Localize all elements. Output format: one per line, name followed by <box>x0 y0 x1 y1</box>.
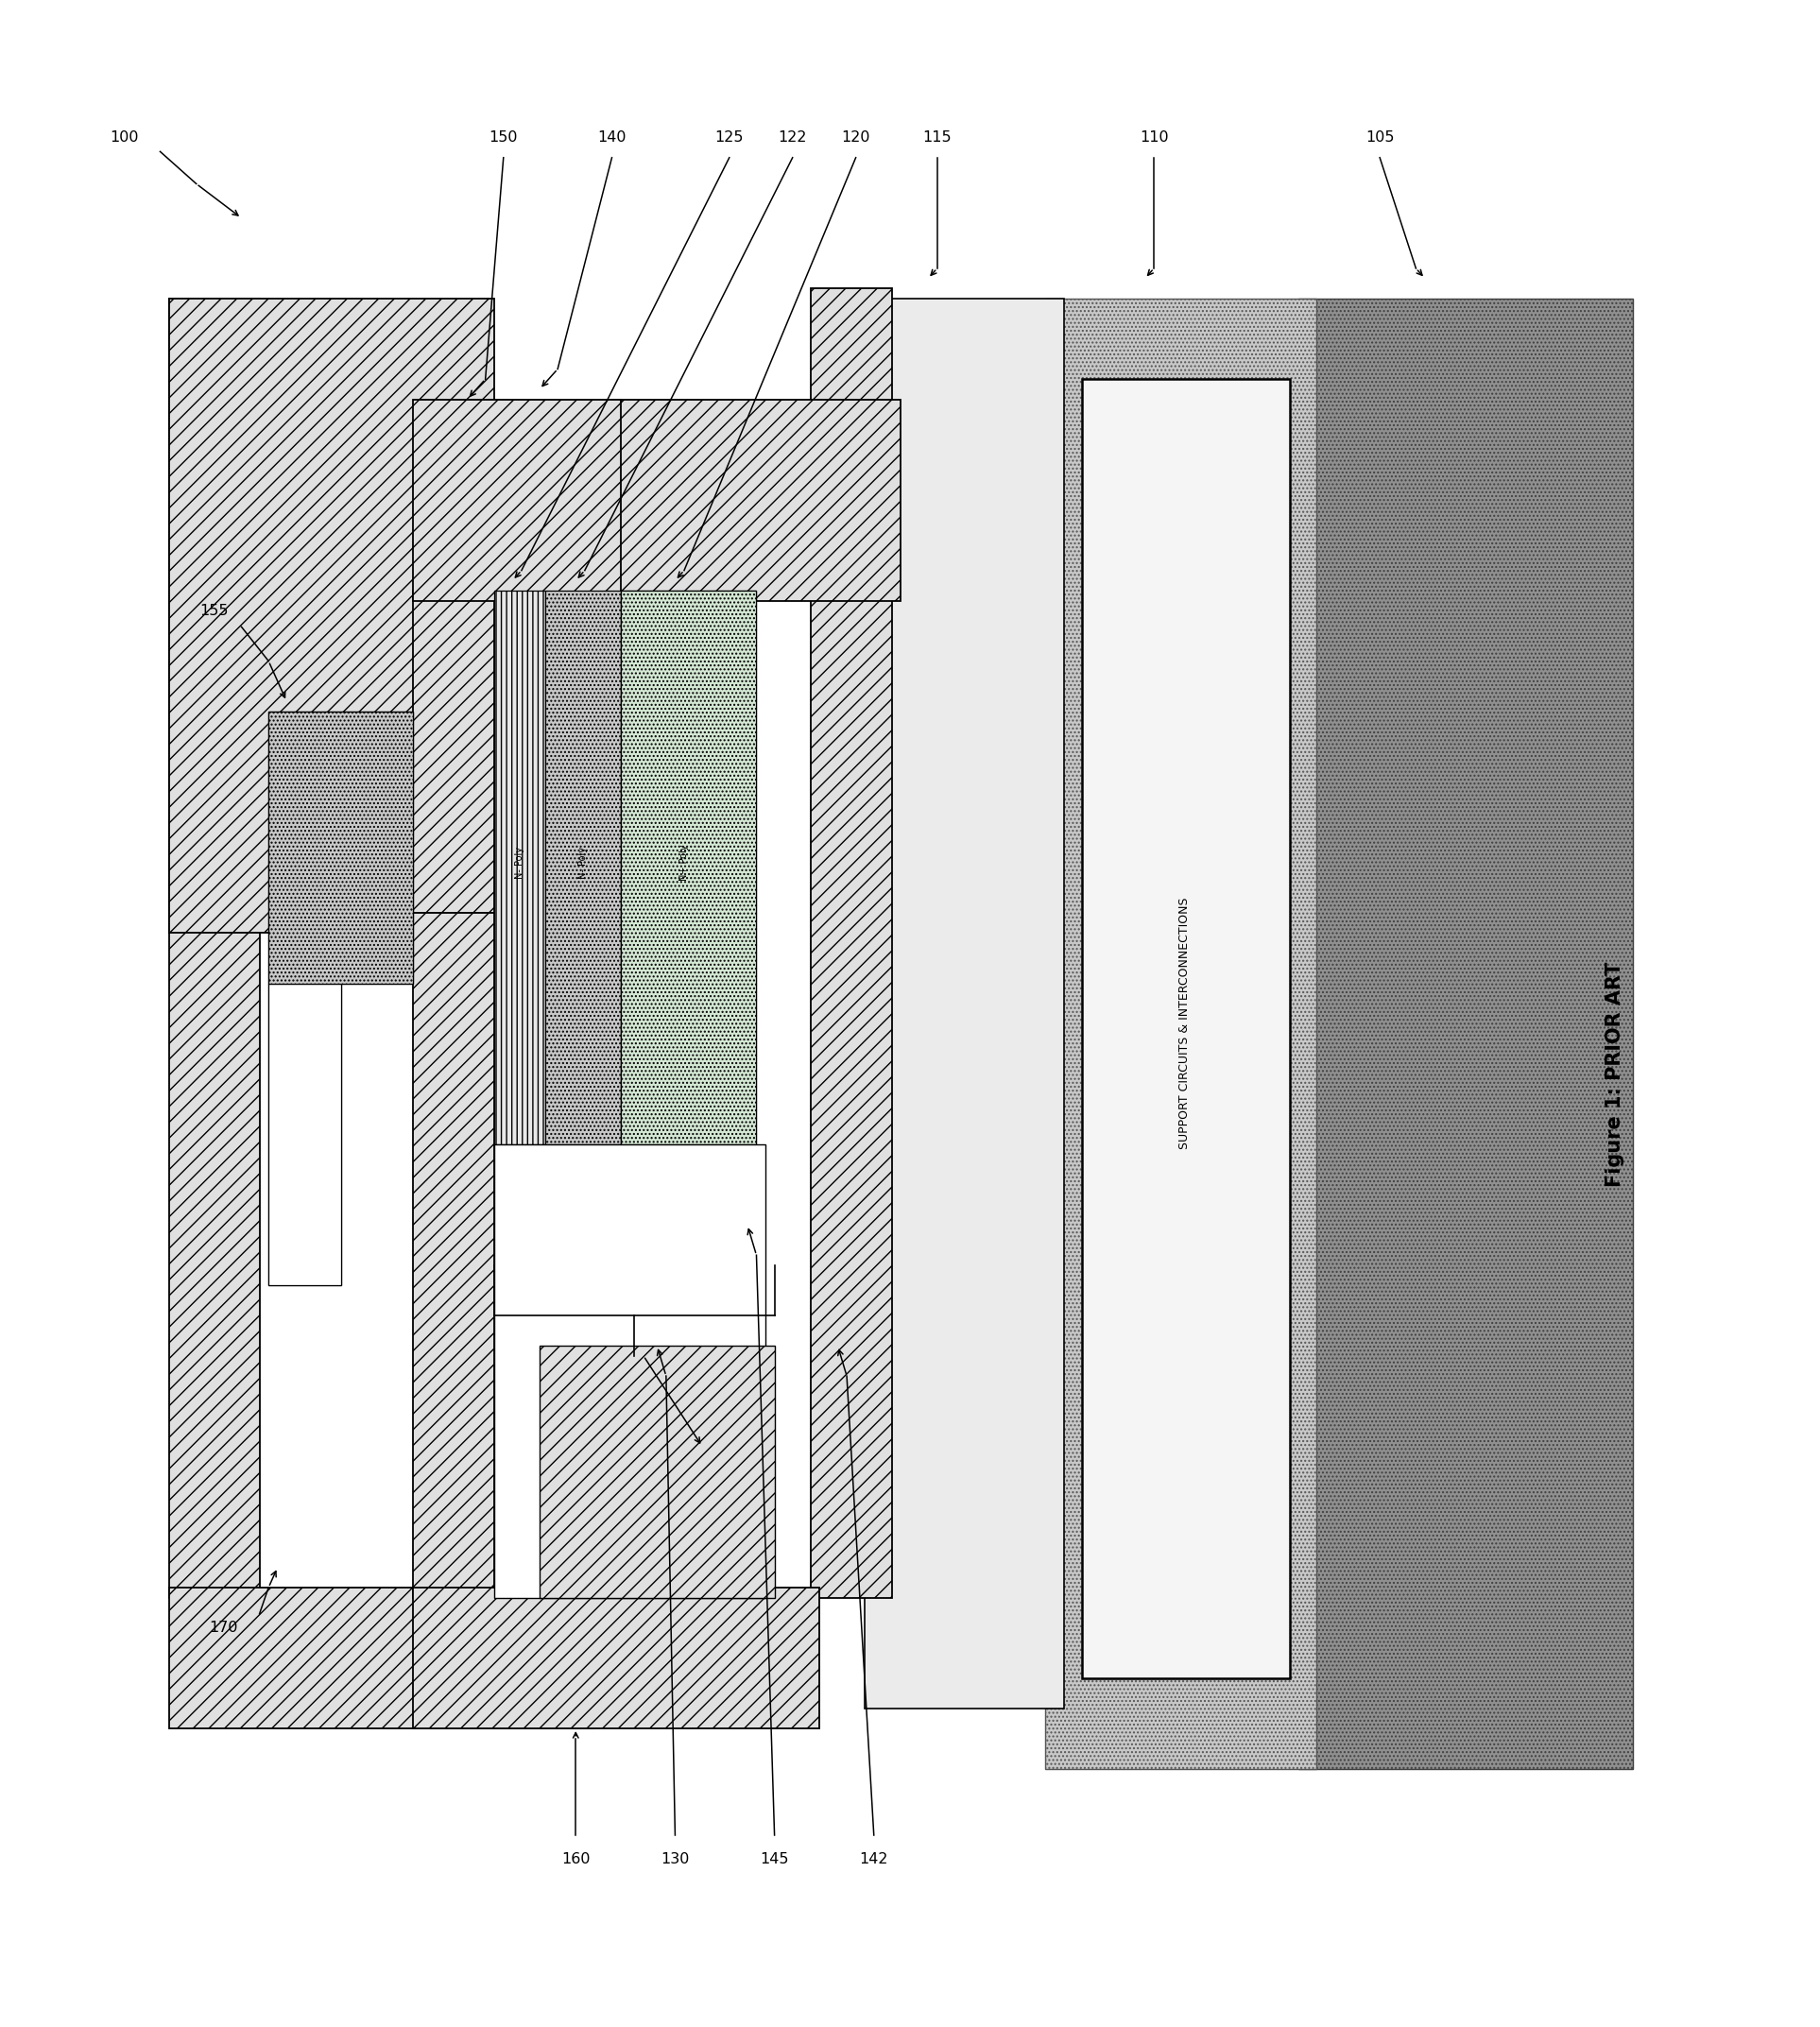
Text: Figure 1: PRIOR ART: Figure 1: PRIOR ART <box>1605 961 1623 1186</box>
Bar <box>621 590 757 1145</box>
Text: 145: 145 <box>761 1853 788 1867</box>
Text: 150: 150 <box>490 130 519 144</box>
Bar <box>169 298 260 1597</box>
Bar <box>495 1145 766 1597</box>
Text: 140: 140 <box>597 130 626 144</box>
Text: 130: 130 <box>661 1853 690 1867</box>
Text: N- Poly: N- Poly <box>579 847 588 878</box>
Bar <box>1045 298 1316 1770</box>
Text: 155: 155 <box>200 604 229 618</box>
Bar <box>1298 298 1633 1770</box>
Bar <box>612 399 901 600</box>
Text: 122: 122 <box>779 130 806 144</box>
Text: 110: 110 <box>1139 130 1168 144</box>
Text: 115: 115 <box>923 130 952 144</box>
Text: 170: 170 <box>209 1622 238 1636</box>
Text: 142: 142 <box>859 1853 888 1867</box>
Bar <box>413 912 495 1597</box>
Bar <box>621 590 757 1145</box>
Bar <box>413 590 495 912</box>
Text: 100: 100 <box>109 130 138 144</box>
Text: SUPPORT CIRCUITS & INTERCONNECTIONS: SUPPORT CIRCUITS & INTERCONNECTIONS <box>1179 898 1190 1149</box>
Text: 125: 125 <box>715 130 744 144</box>
Bar <box>810 288 892 1597</box>
Text: 120: 120 <box>841 130 870 144</box>
Text: N+ Poly: N+ Poly <box>679 845 688 880</box>
Text: 160: 160 <box>561 1853 590 1867</box>
Bar <box>169 1587 593 1729</box>
Bar <box>413 1587 819 1729</box>
Text: 105: 105 <box>1365 130 1394 144</box>
Bar <box>269 983 340 1285</box>
Bar <box>495 590 544 1145</box>
Text: N- Poly: N- Poly <box>515 847 524 878</box>
Bar <box>269 983 340 1285</box>
Bar <box>269 711 413 983</box>
Bar <box>413 399 621 600</box>
Bar <box>269 711 413 983</box>
Bar <box>864 298 1063 1709</box>
Bar <box>539 1346 775 1597</box>
Bar <box>169 298 495 932</box>
Bar <box>1081 379 1289 1678</box>
Bar <box>544 590 621 1145</box>
